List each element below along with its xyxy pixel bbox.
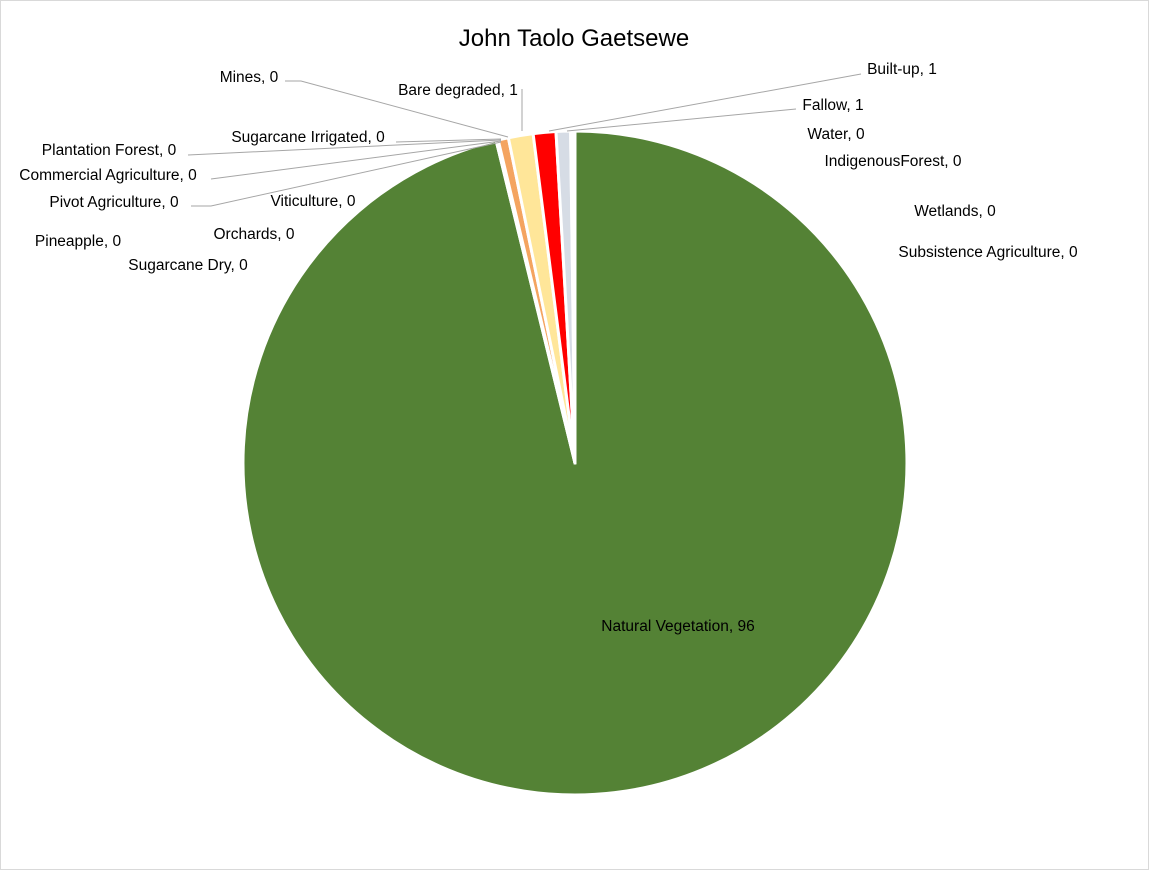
slice-labels: Natural Vegetation, 96 Sugarcane Irrigate… (19, 61, 1078, 635)
slice-label-bare-degraded: Bare degraded, 1 (398, 82, 518, 99)
pie-slices (241, 129, 909, 797)
slice-label-fallow: Fallow, 1 (802, 97, 863, 114)
leader-line-mines (285, 80, 509, 138)
leader-lines (187, 73, 862, 207)
leader-line-fallow (566, 108, 797, 132)
leader-line-built-up (548, 73, 862, 132)
slice-label-pivot-agriculture: Pivot Agriculture, 0 (49, 194, 179, 211)
slice-label-built-up: Built-up, 1 (867, 61, 937, 78)
slice-label-water: Water, 0 (807, 126, 865, 143)
slice-label-subsistence-agriculture: Subsistence Agriculture, 0 (898, 244, 1078, 261)
leader-line-sugarcane-irrigated (395, 138, 502, 143)
leader-line-pivot-agriculture (191, 141, 502, 207)
slice-label-orchards: Orchards, 0 (214, 226, 295, 243)
slice-label-sugarcane-dry: Sugarcane Dry, 0 (128, 257, 248, 274)
slice-label-natural-vegetation: Natural Vegetation, 96 (601, 618, 754, 635)
slice-label-indigenousforest: IndigenousForest, 0 (824, 153, 961, 170)
leader-line-plantation-forest (187, 139, 502, 156)
slice-label-mines: Mines, 0 (220, 69, 279, 86)
slice-label-wetlands: Wetlands, 0 (914, 203, 996, 220)
leader-line-commercial-agriculture (210, 140, 502, 180)
slice-label-plantation-forest: Plantation Forest, 0 (42, 142, 177, 159)
slice-label-commercial-agriculture: Commercial Agriculture, 0 (19, 167, 197, 184)
slice-label-viticulture: Viticulture, 0 (270, 193, 355, 210)
slice-label-pineapple: Pineapple, 0 (35, 233, 122, 250)
chart-title: John Taolo Gaetsewe (459, 25, 689, 52)
slice-label-sugarcane-irrigated: Sugarcane Irrigated, 0 (231, 129, 385, 146)
